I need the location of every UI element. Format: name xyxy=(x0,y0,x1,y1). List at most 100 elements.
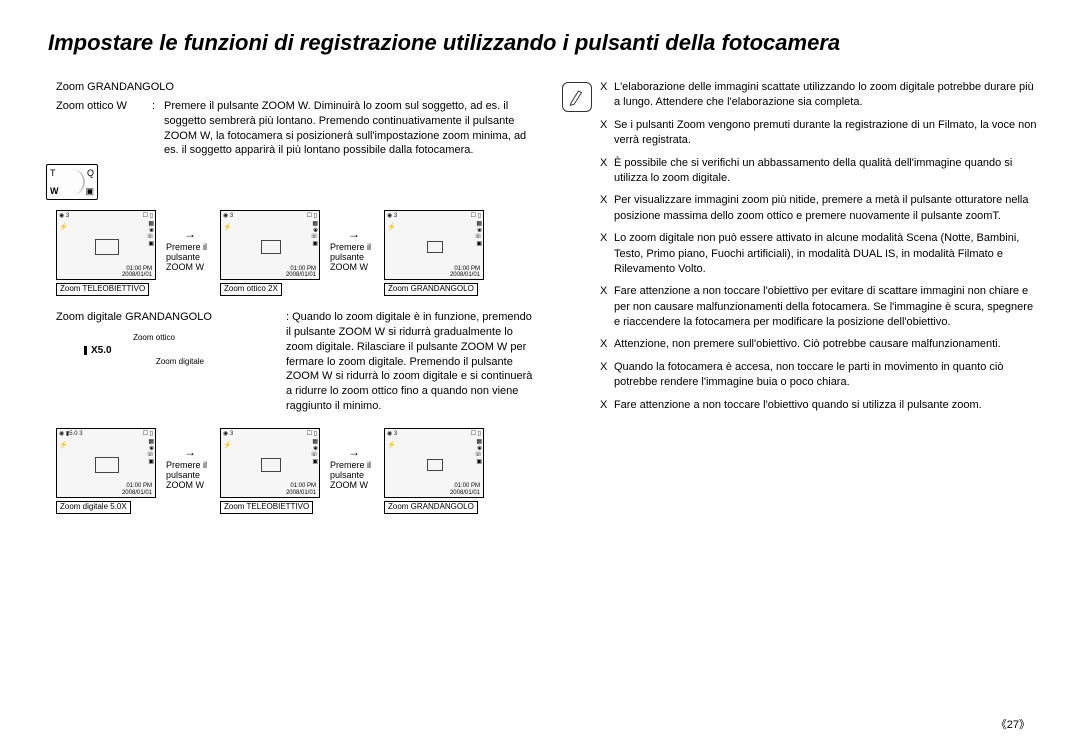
note-text: Attenzione, non premere sull'obiettivo. … xyxy=(614,337,1001,352)
thumb-caption: Zoom TELEOBIETTIVO xyxy=(56,283,149,296)
digital-label: Zoom digitale GRANDANGOLO xyxy=(56,311,212,323)
thumb-topbar: ◉ 3☐ ▯ xyxy=(385,429,483,438)
lcd-thumbnail: ◉ 3☐ ▯▦❀☏▣ ⚡ 01:00 PM2008/01/01 xyxy=(384,428,484,498)
note-bullet: X xyxy=(600,284,610,330)
thumb-caption: Zoom digitale 5.0X xyxy=(56,501,131,514)
note-text: Quando la fotocamera è accesa, non tocca… xyxy=(614,360,1040,391)
thumb-timestamp: 01:00 PM2008/01/01 xyxy=(450,266,480,279)
note-text: Lo zoom digitale non può essere attivato… xyxy=(614,231,1040,277)
thumb-group: ◉ 3☐ ▯▦❀☏▣ ⚡ 01:00 PM2008/01/01 Zoom TELEOB… xyxy=(56,210,166,296)
arrow-label: Premere il pulsante ZOOM W xyxy=(330,210,378,296)
digital-definition: Zoom digitale GRANDANGOLO Zoom ottico X5… xyxy=(56,310,538,414)
thumb-side-icons: ▦❀☏▣ xyxy=(310,439,318,465)
thumb-group: ◉ 3☐ ▯▦❀☏▣ ⚡ 01:00 PM2008/01/01 Zoom GRANDA… xyxy=(384,428,494,514)
thumb-timestamp: 01:00 PM2008/01/01 xyxy=(122,483,152,496)
note-item: X Attenzione, non premere sull'obiettivo.… xyxy=(600,337,1040,352)
thumb-side-icons: ▦❀☏▣ xyxy=(310,221,318,247)
lcd-thumbnail: ◉ 3☐ ▯▦❀☏▣⚡01:00 PM2008/01/01 xyxy=(384,210,484,280)
left-column: Zoom GRANDANGOLO Zoom ottico W : Premere… xyxy=(40,80,538,514)
optical-definition: Zoom ottico W : Premere il pulsante ZOOM… xyxy=(56,99,538,158)
focus-frame xyxy=(95,457,119,473)
zoom-bar-optical-seg xyxy=(85,347,86,354)
note-bullet: X xyxy=(600,360,610,391)
thumb-side-icons: ▦❀☏▣ xyxy=(146,221,154,247)
grid-icon: ▣ xyxy=(85,185,94,197)
note-bullet: X xyxy=(600,193,610,224)
note-text: Fare attenzione a non toccare l'obiettiv… xyxy=(614,398,982,413)
lcd-thumbnail: ◉ 3☐ ▯▦❀☏▣ ⚡ 01:00 PM2008/01/01 xyxy=(56,210,156,280)
focus-frame xyxy=(95,239,119,255)
zoom-bar-label-optical: Zoom ottico xyxy=(84,333,224,344)
digital-text: Quando lo zoom digitale è in funzione, p… xyxy=(286,311,532,412)
thumb-caption: Zoom TELEOBIETTIVO xyxy=(220,501,313,514)
thumb-group: ◉ 3☐ ▯▦❀☏▣⚡01:00 PM2008/01/01Zoom TELEOB… xyxy=(220,428,330,514)
arrow-label: Premere il pulsante ZOOM W xyxy=(330,428,378,514)
thumb-caption: Zoom GRANDANGOLO xyxy=(384,283,478,296)
note-item: XL'elaborazione delle immagini scattate … xyxy=(600,80,1040,111)
optical-label: Zoom ottico W xyxy=(56,99,146,158)
note-bullet: X xyxy=(600,231,610,277)
focus-frame xyxy=(427,459,443,471)
note-item: XÈ possibile che si verifichi un abbassa… xyxy=(600,156,1040,187)
focus-frame xyxy=(261,458,281,472)
note-bullet: X xyxy=(600,156,610,187)
t-label: T xyxy=(50,167,56,179)
note-text: Fare attenzione a non toccare l'obiettiv… xyxy=(614,284,1040,330)
thumb-timestamp: 01:00 PM2008/01/01 xyxy=(286,266,316,279)
right-column: XL'elaborazione delle immagini scattate … xyxy=(562,80,1040,514)
thumb-group: ◉ 3☐ ▯▦❀☏▣⚡01:00 PM2008/01/01Zoom ottico… xyxy=(220,210,330,296)
thumb-timestamp: 01:00 PM2008/01/01 xyxy=(450,483,480,496)
arrow-label: Premere il pulsante ZOOM W xyxy=(166,210,214,296)
focus-frame xyxy=(427,241,443,253)
thumb-topbar: ◉ 3☐ ▯ xyxy=(57,211,155,220)
thumb-side-icons: ▦❀☏▣ xyxy=(146,439,154,465)
note-item: XPer visualizzare immagini zoom più niti… xyxy=(600,193,1040,224)
thumb-group: ◉ ▮5.0 3☐ ▯▦❀☏▣ ⚡ 01:00 PM2008/01/01 Zoom d… xyxy=(56,428,166,514)
magnify-icon: Q xyxy=(87,167,94,179)
notes-list: XL'elaborazione delle immagini scattate … xyxy=(600,80,1040,514)
thumb-timestamp: 01:00 PM2008/01/01 xyxy=(122,266,152,279)
flash-icon: ⚡ xyxy=(223,441,232,450)
thumb-topbar: ◉ ▮5.0 3☐ ▯ xyxy=(57,429,155,438)
lcd-thumbnail: ◉ ▮5.0 3☐ ▯▦❀☏▣ ⚡ 01:00 PM2008/01/01 xyxy=(56,428,156,498)
arrow-label: Premere il pulsante ZOOM W xyxy=(166,428,214,514)
flash-icon: ⚡ xyxy=(387,441,396,450)
note-icon xyxy=(562,82,592,112)
note-item: XSe i pulsanti Zoom vengono premuti dura… xyxy=(600,118,1040,149)
note-bullet: X xyxy=(600,80,610,111)
note-bullet: X xyxy=(600,337,610,352)
thumb-side-icons: ▦❀☏▣ xyxy=(474,221,482,247)
note-item: XLo zoom digitale non può essere attivat… xyxy=(600,231,1040,277)
page-title: Impostare le funzioni di registrazione u… xyxy=(48,30,1040,56)
flash-icon: ⚡ xyxy=(387,223,396,232)
rocker-curve xyxy=(61,169,85,195)
thumb-caption: Zoom ottico 2X xyxy=(220,283,282,296)
note-text: Se i pulsanti Zoom vengono premuti duran… xyxy=(614,118,1040,149)
zoom-bar-label-digital: Zoom digitale xyxy=(84,357,204,368)
thumb-caption: Zoom GRANDANGOLO xyxy=(384,501,478,514)
thumb-timestamp: 01:00 PM2008/01/01 xyxy=(286,483,316,496)
note-item: XQuando la fotocamera è accesa, non tocc… xyxy=(600,360,1040,391)
note-bullet: X xyxy=(600,118,610,149)
flash-icon: ⚡ xyxy=(223,223,232,232)
thumbnail-row-1: ◉ 3☐ ▯▦❀☏▣⚡01:00 PM2008/01/01Zoom TELEOB… xyxy=(56,210,538,296)
optical-text: Premere il pulsante ZOOM W. Diminuirà lo… xyxy=(164,99,538,158)
flash-icon: ⚡ xyxy=(59,223,68,232)
zoom-x-value: X5.0 xyxy=(91,344,112,358)
flash-icon: ⚡ xyxy=(59,441,68,450)
thumbnail-row-2: ◉ ▮5.0 3☐ ▯▦❀☏▣⚡01:00 PM2008/01/01Zoom d… xyxy=(56,428,538,514)
thumb-side-icons: ▦❀☏▣ xyxy=(474,439,482,465)
w-label: W xyxy=(50,185,59,197)
zoom-rocker-icon: T W Q ▣ xyxy=(46,164,98,200)
note-text: È possibile che si verifichi un abbassam… xyxy=(614,156,1040,187)
note-text: Per visualizzare immagini zoom più nitid… xyxy=(614,193,1040,224)
lcd-thumbnail: ◉ 3☐ ▯▦❀☏▣⚡01:00 PM2008/01/01 xyxy=(220,428,320,498)
colon: : xyxy=(286,311,289,323)
note-bullet: X xyxy=(600,398,610,413)
focus-frame xyxy=(261,240,281,254)
lcd-thumbnail: ◉ 3☐ ▯▦❀☏▣⚡01:00 PM2008/01/01 xyxy=(220,210,320,280)
subhead-wide: Zoom GRANDANGOLO xyxy=(56,80,538,95)
note-item: X Fare attenzione a non toccare l'obietti… xyxy=(600,398,1040,413)
page-number: 《27》 xyxy=(996,716,1030,732)
note-item: XFare attenzione a non toccare l'obietti… xyxy=(600,284,1040,330)
